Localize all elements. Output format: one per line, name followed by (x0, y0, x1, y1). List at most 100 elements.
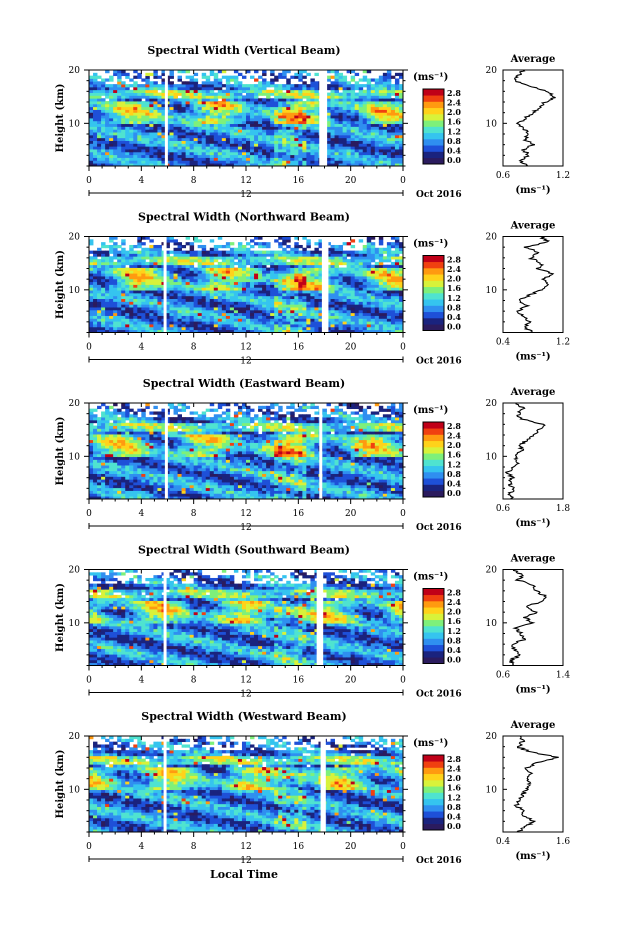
heatmap-cell (217, 106, 223, 110)
heatmap-cell (185, 126, 191, 130)
heatmap-cell (374, 315, 380, 319)
heatmap-cell (358, 329, 364, 333)
heatmap-cell (209, 250, 215, 254)
heatmap-cell (258, 154, 263, 158)
heatmap-cell (370, 273, 376, 277)
heatmap-cell (161, 72, 166, 77)
heatmap-cell (125, 126, 130, 130)
heatmap-cell (394, 253, 400, 257)
heatmap-cell (298, 103, 303, 108)
heatmap-cell (310, 129, 315, 133)
heatmap-cell (358, 129, 364, 133)
heatmap-cell (254, 160, 259, 164)
heatmap-cell (290, 103, 295, 108)
heatmap-cell (209, 126, 215, 130)
heatmap-cell (330, 318, 335, 322)
heatmap-cell (193, 236, 199, 240)
heatmap-cell (197, 276, 203, 280)
colorbar-swatch (423, 89, 444, 96)
heatmap-cell (382, 137, 388, 141)
panel-title: Spectral Width (Northward Beam) (138, 211, 350, 224)
heatmap-cell (306, 278, 311, 283)
heatmap-cell (282, 326, 287, 331)
heatmap-cell (274, 324, 279, 328)
heatmap-cell (246, 106, 251, 110)
heatmap-cell (350, 143, 356, 147)
heatmap-cell (233, 329, 239, 333)
heatmap-cell (386, 309, 392, 314)
heatmap-cell (354, 92, 360, 96)
heatmap-cell (266, 109, 271, 113)
heatmap-cell (282, 304, 287, 308)
heatmap-cell (141, 151, 146, 156)
heatmap-cell (237, 250, 243, 254)
heatmap-cell (302, 151, 307, 156)
heatmap-cell (129, 134, 134, 139)
heatmap-cell (117, 256, 122, 260)
heatmap-cell (302, 109, 307, 113)
heatmap-cell (298, 261, 303, 266)
heatmap-cell (229, 132, 235, 136)
heatmap-cell (89, 295, 94, 300)
heatmap-cell (209, 81, 215, 85)
heatmap-cell (266, 157, 271, 161)
heatmap-cell (181, 278, 187, 283)
heatmap-cell (109, 315, 114, 319)
heatmap-cell (177, 247, 182, 252)
heatmap-cell (237, 324, 243, 328)
heatmap-cell (97, 278, 102, 283)
heatmap-cell (382, 315, 388, 319)
heatmap-cell (161, 70, 166, 74)
heatmap-cell (213, 120, 219, 125)
heatmap-cell (334, 307, 339, 311)
heatmap-cell (201, 140, 207, 144)
heatmap-cell (274, 75, 279, 79)
heatmap-cell (390, 287, 396, 291)
heatmap-cell (370, 318, 376, 322)
heatmap-cell (189, 75, 195, 79)
heatmap-cell (294, 115, 299, 119)
heatmap-cell (197, 264, 203, 268)
heatmap-cell (270, 321, 275, 325)
heatmap-cell (93, 312, 98, 316)
heatmap-cell (258, 261, 263, 266)
heatmap-cell (374, 301, 380, 305)
heatmap-cell (330, 106, 335, 110)
heatmap-cell (125, 256, 130, 260)
heatmap-cell (193, 163, 199, 167)
heatmap-cell (229, 309, 235, 314)
heatmap-cell (262, 276, 267, 280)
heatmap-cell (97, 276, 102, 280)
heatmap-cell (266, 106, 271, 110)
heatmap-cell (270, 140, 275, 144)
heatmap-cell (165, 304, 170, 308)
heatmap-cell (390, 154, 396, 158)
heatmap-cell (173, 101, 178, 105)
heatmap-cell (386, 273, 392, 277)
heatmap-cell (121, 70, 126, 74)
heatmap-cell (282, 281, 287, 285)
heatmap-cell (398, 123, 404, 127)
heatmap-cell (302, 267, 307, 271)
heatmap-cell (145, 109, 150, 113)
heatmap-cell (229, 146, 235, 150)
heatmap-cell (193, 95, 199, 99)
heatmap-cell (298, 78, 303, 82)
heatmap-cell (221, 154, 227, 158)
heatmap-cell (342, 298, 348, 302)
heatmap-cell (362, 312, 368, 316)
heatmap-cell (330, 290, 335, 294)
heatmap-cell (221, 278, 227, 283)
heatmap-cell (338, 81, 344, 85)
heatmap-cell (370, 301, 376, 305)
heatmap-cell (346, 151, 352, 156)
heatmap-cell (266, 163, 271, 167)
heatmap-cell (266, 307, 271, 311)
heatmap-cell (330, 140, 335, 144)
heatmap-cell (394, 250, 400, 254)
heatmap-cell (282, 259, 287, 263)
heatmap-cell (233, 84, 239, 88)
heatmap-cell (326, 318, 331, 322)
heatmap-cell (246, 132, 251, 136)
heatmap-cell (310, 298, 315, 302)
